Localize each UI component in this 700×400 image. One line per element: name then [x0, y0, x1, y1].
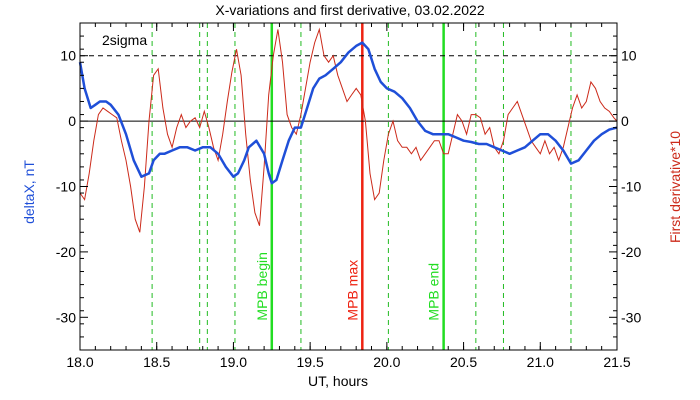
chart-title: X-variations and first derivative, 03.02…	[215, 2, 484, 18]
y-tick-label-left: 0	[68, 113, 76, 129]
y-tick-label-left: 10	[60, 48, 76, 64]
y-axis-label-right: First derivative*10	[667, 131, 683, 243]
series-line-deltax	[78, 41, 618, 185]
x-tick-label: 19.0	[220, 354, 247, 370]
x-tick-label: 19.5	[297, 354, 324, 370]
marker-label: MPB begin	[254, 252, 270, 320]
y-tick-label-right: 0	[621, 113, 629, 129]
y-tick-label-left: -10	[56, 179, 76, 195]
y-tick-label-left: -30	[56, 309, 76, 325]
x-tick-label: 21.0	[527, 354, 554, 370]
x-axis-label: UT, hours	[308, 373, 368, 389]
series-layer	[78, 27, 618, 233]
threshold-label: 2sigma	[102, 32, 147, 48]
y-tick-label-right: -10	[621, 179, 641, 195]
reference-lines	[80, 55, 617, 122]
x-tick-label: 20.5	[450, 354, 477, 370]
y-tick-label-right: -30	[621, 309, 641, 325]
y-tick-label-right: 10	[621, 48, 637, 64]
series-line-first-derivative	[79, 27, 618, 233]
x-tick-label: 21.5	[603, 354, 630, 370]
markers-layer: MPB begin MPB max MPB end	[151, 23, 572, 350]
y-axis-label-left: deltaX, nT	[21, 160, 37, 224]
y-tick-label-right: -20	[621, 244, 641, 260]
y-tick-label-left: -20	[56, 244, 76, 260]
x-tick-label: 18.0	[66, 354, 93, 370]
x-tick-label: 20.0	[373, 354, 400, 370]
axes: 18.0 18.5 19.0 19.5 20.0 20.5 21.0 21.5 10 10 0 0 -1…	[56, 22, 641, 370]
marker-label: MPB end	[426, 263, 442, 321]
x-tick-label: 18.5	[143, 354, 170, 370]
marker-label: MPB max	[344, 260, 360, 321]
